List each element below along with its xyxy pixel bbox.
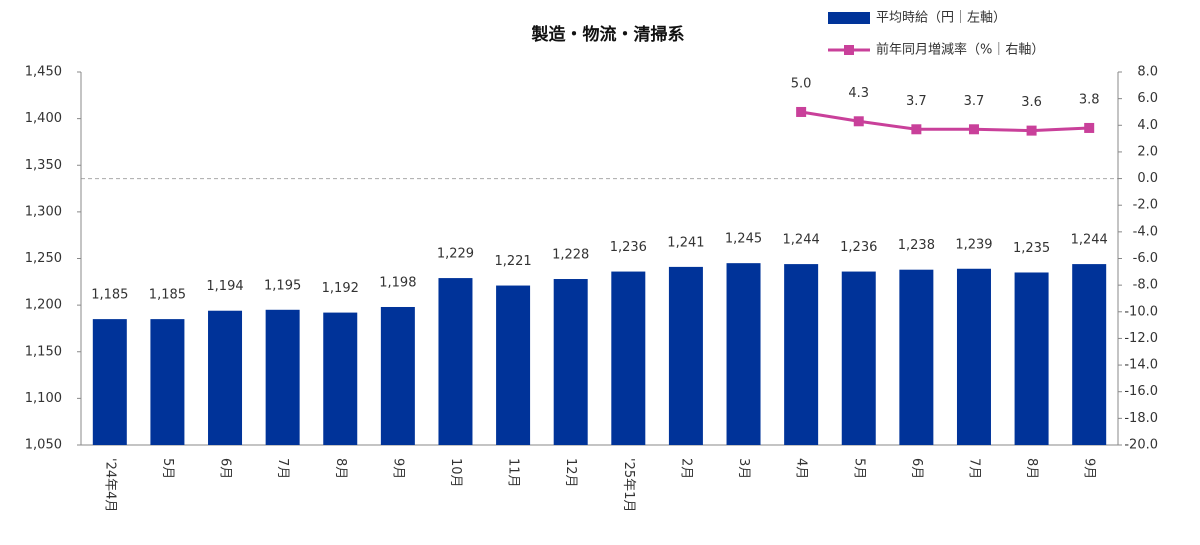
bar-value-label: 1,244 bbox=[783, 233, 820, 248]
line-value-label: 3.6 bbox=[1021, 95, 1042, 110]
y-tick-label: 1,350 bbox=[25, 158, 62, 173]
bar-value-label: 1,192 bbox=[322, 281, 359, 296]
bar bbox=[784, 264, 819, 445]
bar-value-label: 1,229 bbox=[437, 247, 474, 262]
y-tick-label: 1,250 bbox=[25, 251, 62, 266]
y-tick-label: 1,450 bbox=[25, 65, 62, 80]
x-tick-label: 12月 bbox=[563, 458, 578, 488]
y2-tick-label: 4.0 bbox=[1137, 118, 1158, 133]
x-tick-label: '25年1月 bbox=[621, 458, 636, 512]
bar bbox=[496, 285, 531, 445]
x-tick-label: 7月 bbox=[275, 458, 290, 479]
line-value-label: 3.7 bbox=[906, 94, 927, 109]
bar-value-label: 1,238 bbox=[898, 238, 935, 253]
bar-value-label: 1,228 bbox=[552, 248, 589, 263]
y2-tick-label: 8.0 bbox=[1137, 65, 1158, 80]
y2-tick-label: -10.0 bbox=[1124, 304, 1158, 319]
bar bbox=[380, 306, 415, 445]
bar bbox=[899, 269, 934, 445]
y-tick-label: 1,300 bbox=[25, 204, 62, 219]
bar bbox=[841, 271, 876, 445]
x-tick-label: 6月 bbox=[218, 458, 233, 479]
bar bbox=[1014, 272, 1049, 445]
x-tick-label: 4月 bbox=[794, 458, 809, 479]
bar-value-label: 1,244 bbox=[1071, 233, 1108, 248]
x-tick-label: '24年4月 bbox=[102, 458, 117, 512]
line-marker bbox=[1026, 125, 1037, 136]
line-marker bbox=[796, 106, 807, 117]
line-marker bbox=[911, 124, 922, 135]
y2-tick-label: -14.0 bbox=[1124, 358, 1158, 373]
x-tick-label: 10月 bbox=[448, 458, 463, 488]
legend-swatch bbox=[828, 12, 870, 24]
line-marker bbox=[968, 124, 979, 135]
y2-tick-label: -18.0 bbox=[1124, 411, 1158, 426]
bar bbox=[323, 312, 358, 445]
line-value-label: 3.8 bbox=[1079, 92, 1100, 107]
legend-swatch bbox=[844, 45, 854, 55]
x-tick-label: 5月 bbox=[160, 458, 175, 479]
line-value-label: 4.3 bbox=[848, 86, 869, 101]
x-tick-label: 9月 bbox=[1082, 458, 1097, 479]
y-tick-label: 1,050 bbox=[25, 438, 62, 453]
bar-value-label: 1,185 bbox=[91, 288, 128, 303]
x-tick-label: 7月 bbox=[966, 458, 981, 479]
bar-value-label: 1,195 bbox=[264, 278, 301, 293]
bar-value-label: 1,236 bbox=[840, 240, 877, 255]
x-tick-label: 11月 bbox=[506, 458, 521, 488]
y-tick-label: 1,400 bbox=[25, 111, 62, 126]
y-tick-label: 1,100 bbox=[25, 391, 62, 406]
x-tick-label: 6月 bbox=[909, 458, 924, 479]
x-tick-label: 9月 bbox=[390, 458, 405, 479]
bar bbox=[1072, 264, 1107, 445]
bar-value-label: 1,221 bbox=[494, 254, 531, 269]
chart-title: 製造・物流・清掃系 bbox=[531, 24, 685, 45]
line-marker bbox=[853, 116, 864, 127]
x-tick-label: 8月 bbox=[333, 458, 348, 479]
bar-value-label: 1,194 bbox=[206, 279, 243, 294]
y2-tick-label: -4.0 bbox=[1133, 224, 1158, 239]
line bbox=[800, 110, 1090, 133]
bar bbox=[553, 279, 588, 445]
bar bbox=[265, 309, 300, 445]
y2-tick-label: -8.0 bbox=[1133, 278, 1158, 293]
y2-tick-label: -20.0 bbox=[1124, 438, 1158, 453]
bar-value-label: 1,185 bbox=[149, 288, 186, 303]
bar bbox=[726, 263, 761, 445]
y2-tick-label: 0.0 bbox=[1137, 171, 1158, 186]
x-tick-label: 3月 bbox=[736, 458, 751, 479]
bar-value-label: 1,198 bbox=[379, 275, 416, 290]
y2-tick-label: -12.0 bbox=[1124, 331, 1158, 346]
x-tick-label: 2月 bbox=[678, 458, 693, 479]
bar bbox=[611, 271, 646, 445]
line-value-label: 3.7 bbox=[964, 94, 985, 109]
bar-value-label: 1,235 bbox=[1013, 241, 1050, 256]
y-tick-label: 1,150 bbox=[25, 344, 62, 359]
bar-value-label: 1,241 bbox=[667, 235, 704, 250]
y2-tick-label: 6.0 bbox=[1137, 91, 1158, 106]
bar bbox=[150, 319, 185, 445]
y2-tick-label: -2.0 bbox=[1133, 198, 1158, 213]
line-value-label: 5.0 bbox=[791, 76, 812, 91]
bar bbox=[668, 266, 703, 445]
x-tick-label: 5月 bbox=[851, 458, 866, 479]
bar bbox=[956, 268, 991, 445]
y2-tick-label: -16.0 bbox=[1124, 384, 1158, 399]
legend-label: 前年同月増減率（%｜右軸） bbox=[876, 42, 1044, 58]
y2-tick-label: 2.0 bbox=[1137, 144, 1158, 159]
legend-label: 平均時給（円｜左軸） bbox=[876, 11, 1006, 26]
x-tick-label: 8月 bbox=[1024, 458, 1039, 479]
bar bbox=[438, 278, 473, 445]
y2-tick-label: -6.0 bbox=[1133, 251, 1158, 266]
bar-value-label: 1,239 bbox=[955, 237, 992, 252]
bar-value-label: 1,236 bbox=[610, 240, 647, 255]
bar-value-label: 1,245 bbox=[725, 232, 762, 247]
bar bbox=[208, 310, 243, 445]
bar bbox=[92, 319, 127, 445]
line-marker bbox=[1084, 122, 1095, 133]
y-tick-label: 1,200 bbox=[25, 298, 62, 313]
